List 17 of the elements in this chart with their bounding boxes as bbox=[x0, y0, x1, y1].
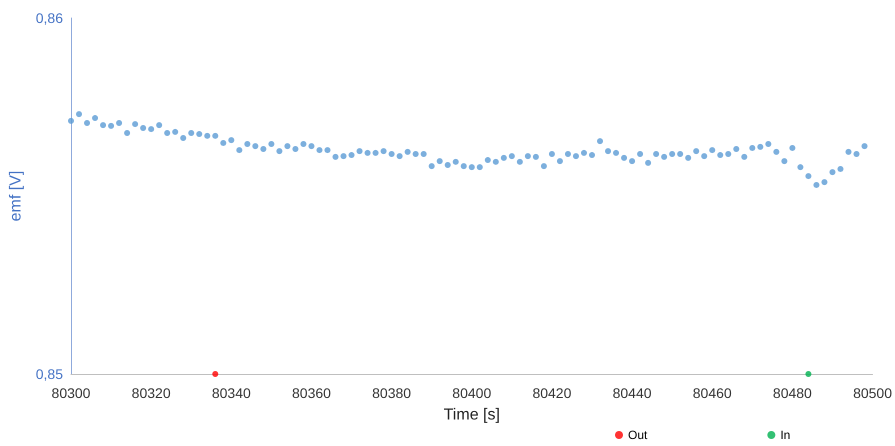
y-tick-label: 0,86 bbox=[36, 10, 64, 26]
x-tick-label: 80360 bbox=[292, 385, 332, 401]
x-tick-label: 80440 bbox=[612, 385, 652, 401]
x-tick-label: 80460 bbox=[692, 385, 732, 401]
y-tick-label: 0,85 bbox=[36, 366, 64, 382]
x-tick-label: 80500 bbox=[853, 385, 892, 401]
y-axis-title: emf [V] bbox=[8, 170, 24, 222]
legend-label: Out bbox=[628, 428, 648, 442]
x-tick-label: 80300 bbox=[52, 385, 91, 401]
x-tick-label: 80420 bbox=[532, 385, 572, 401]
x-tick-label: 80320 bbox=[132, 385, 171, 401]
x-tick-label: 80340 bbox=[212, 385, 251, 401]
x-axis-title: Time [s] bbox=[444, 406, 500, 424]
x-tick-label: 80480 bbox=[772, 385, 812, 401]
x-tick-label: 80380 bbox=[372, 385, 412, 401]
x-tick-label: 80400 bbox=[452, 385, 492, 401]
legend-label: In bbox=[780, 428, 790, 442]
